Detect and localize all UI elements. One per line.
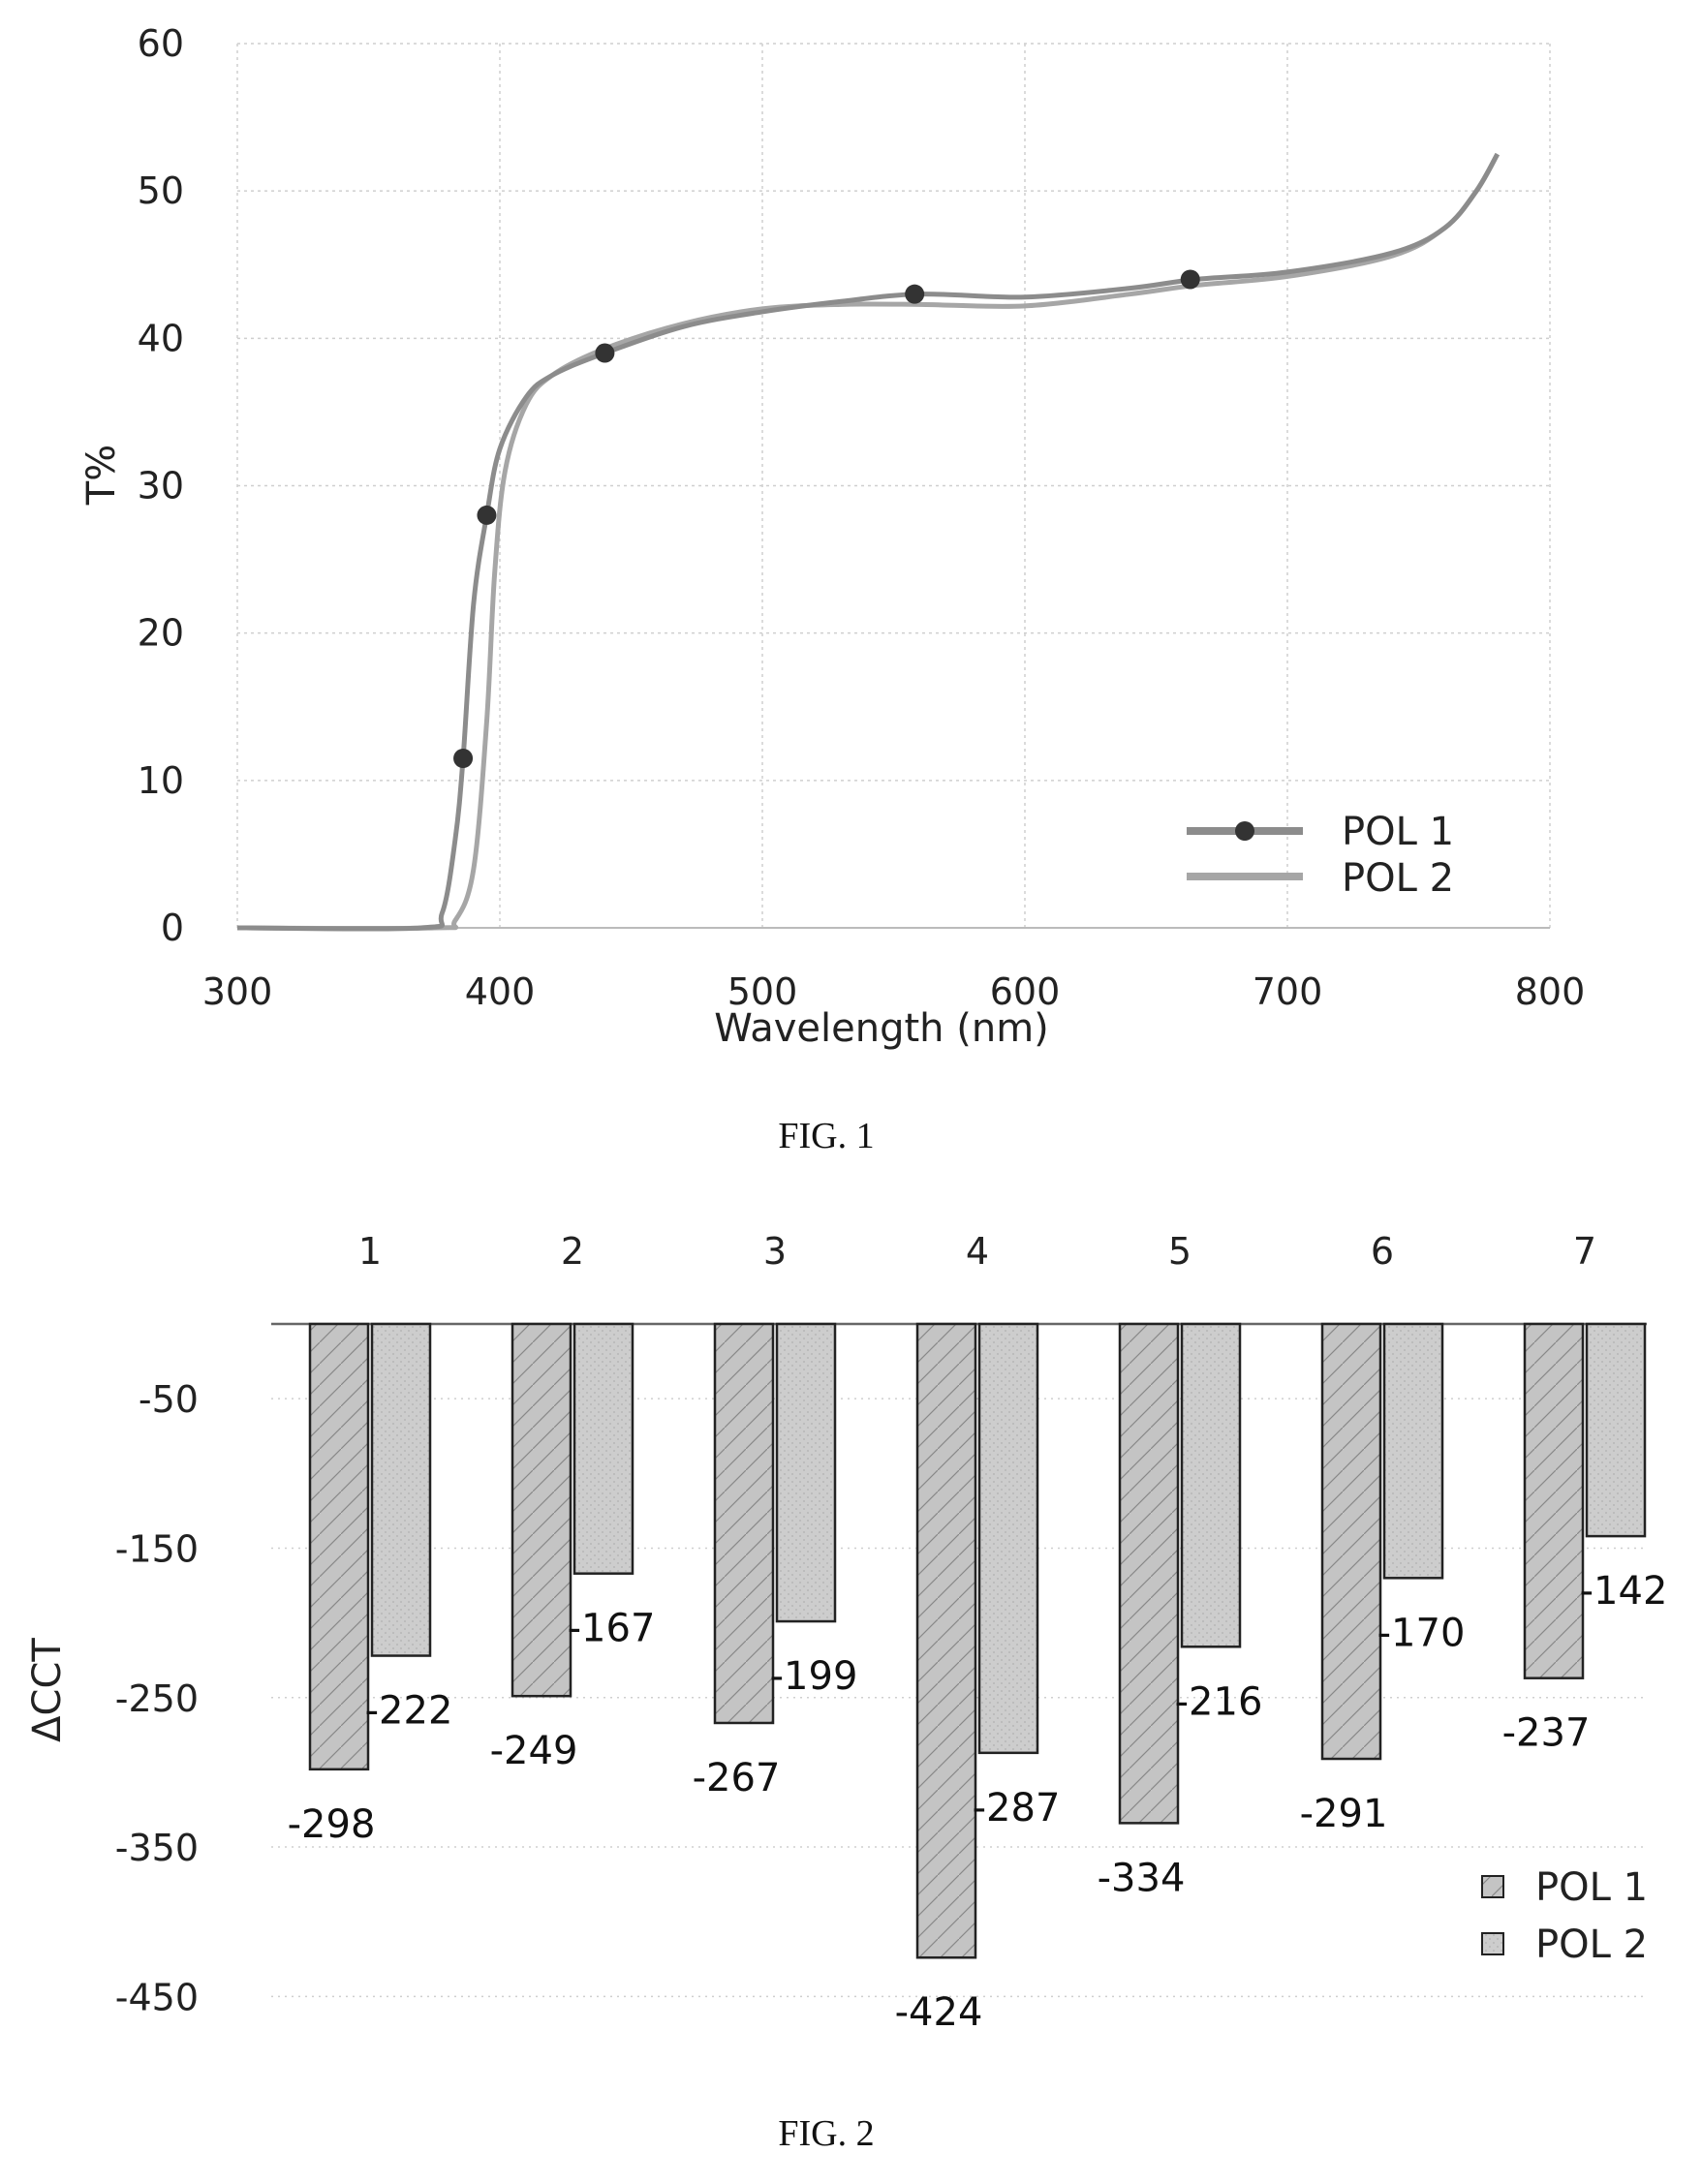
figure-2-caption: FIG. 2 [778, 2113, 874, 2154]
category-label: 5 [1168, 1230, 1191, 1273]
data-label-pol1: -424 [895, 1990, 983, 2035]
bar-pol2 [775, 1322, 837, 1623]
legend-swatch-pol1 [1481, 1875, 1504, 1898]
data-label-pol1: -237 [1502, 1711, 1591, 1756]
data-label-pol2: -167 [568, 1607, 656, 1651]
bar-chart-legend: POL 1 POL 2 [1481, 1865, 1648, 1967]
y-tick-label: 20 [138, 612, 184, 655]
bar-pol1 [713, 1322, 775, 1725]
legend-swatch-pol2 [1481, 1932, 1504, 1955]
category-label: 2 [561, 1230, 584, 1273]
y-tick-label: -250 [115, 1677, 199, 1720]
legend-label-pol1: POL 1 [1535, 1865, 1648, 1910]
bar-pol2 [572, 1322, 634, 1575]
data-label-pol1: -267 [693, 1756, 781, 1800]
bar-pol1 [1320, 1322, 1382, 1761]
figure-1-caption: FIG. 1 [778, 1116, 874, 1156]
data-label-pol2: -199 [770, 1654, 858, 1699]
y-tick-label: 60 [138, 22, 184, 65]
y-tick-label: 50 [138, 169, 184, 212]
bar-pol1 [511, 1322, 572, 1698]
bar-chart: -50 -150 -250 -350 -450 1 2 3 4 5 6 7 ΔCCT -298 -22… [25, 1230, 1667, 2154]
bar-pol2 [1585, 1322, 1647, 1538]
category-label: 1 [358, 1230, 382, 1273]
data-label-pol2: -216 [1175, 1679, 1263, 1724]
bar-chart-bars [308, 1322, 1647, 1959]
bar-pol2 [977, 1322, 1039, 1755]
x-tick-label: 600 [990, 970, 1061, 1013]
line-chart-grid [236, 43, 1551, 929]
bar-pol1 [1523, 1322, 1585, 1679]
y-tick-label: 0 [161, 907, 184, 949]
category-label: 3 [763, 1230, 787, 1273]
y-tick-label: 40 [138, 317, 184, 359]
data-label-pol1: -334 [1098, 1856, 1186, 1900]
bar-pol1 [1118, 1322, 1180, 1825]
series-line-pol1 [236, 152, 1500, 932]
data-label-pol2: -142 [1580, 1569, 1668, 1614]
x-tick-label: 700 [1253, 970, 1323, 1013]
legend-label-pol2: POL 2 [1535, 1923, 1648, 1967]
series-marker-pol1 [477, 505, 497, 525]
category-label: 6 [1371, 1230, 1394, 1273]
y-tick-label: 30 [138, 465, 184, 508]
x-tick-label: 400 [465, 970, 536, 1013]
y-tick-label: 10 [138, 759, 184, 802]
y-tick-label: -450 [115, 1976, 199, 2018]
bar-pol2 [370, 1322, 432, 1657]
line-chart-y-axis-label: T% [79, 445, 124, 506]
series-line-pol2 [236, 152, 1500, 932]
legend-label-pol1: POL 1 [1342, 810, 1454, 854]
x-tick-label: 500 [727, 970, 798, 1013]
legend-marker-pol1 [1235, 821, 1254, 841]
series-marker-pol1 [1180, 269, 1200, 290]
line-chart-legend: POL 1 POL 2 [1187, 810, 1454, 901]
data-label-pol1: -298 [288, 1802, 376, 1847]
bar-pol2 [1382, 1322, 1444, 1580]
category-label: 4 [966, 1230, 989, 1273]
line-chart: 0 10 20 30 40 50 60 300 400 500 600 700 800 Wavelen… [79, 22, 1585, 1156]
line-chart-series [236, 152, 1500, 932]
bar-chart-categories: 1 2 3 4 5 6 7 [358, 1230, 1596, 1273]
y-tick-label: -350 [115, 1827, 199, 1869]
x-tick-label: 300 [202, 970, 273, 1013]
data-label-pol2: -170 [1377, 1611, 1466, 1655]
bar-chart-data-labels: -298 -222 -249 -167 -267 -199 -424 -287 -334 -216… [288, 1569, 1668, 2035]
bar-pol1 [308, 1322, 370, 1771]
y-tick-label: -150 [115, 1527, 199, 1570]
data-label-pol2: -222 [365, 1689, 453, 1734]
bar-chart-y-axis: -50 -150 -250 -350 -450 [115, 1378, 199, 2018]
bar-pol2 [1180, 1322, 1242, 1648]
line-chart-x-axis: 300 400 500 600 700 800 [202, 970, 1586, 1013]
line-chart-y-axis: 0 10 20 30 40 50 60 [138, 22, 184, 949]
series-marker-pol1 [595, 343, 615, 363]
data-label-pol1: -291 [1300, 1792, 1388, 1836]
line-chart-x-axis-label: Wavelength (nm) [714, 1006, 1049, 1051]
y-tick-label: -50 [139, 1378, 199, 1421]
bar-chart-y-axis-label: ΔCCT [25, 1638, 70, 1742]
data-label-pol2: -287 [973, 1786, 1061, 1830]
category-label: 7 [1573, 1230, 1596, 1273]
series-marker-pol1 [453, 749, 474, 769]
series-marker-pol1 [905, 284, 925, 304]
legend-label-pol2: POL 2 [1342, 856, 1454, 901]
bar-pol1 [915, 1322, 977, 1959]
x-tick-label: 800 [1515, 970, 1586, 1013]
data-label-pol1: -249 [490, 1729, 578, 1773]
